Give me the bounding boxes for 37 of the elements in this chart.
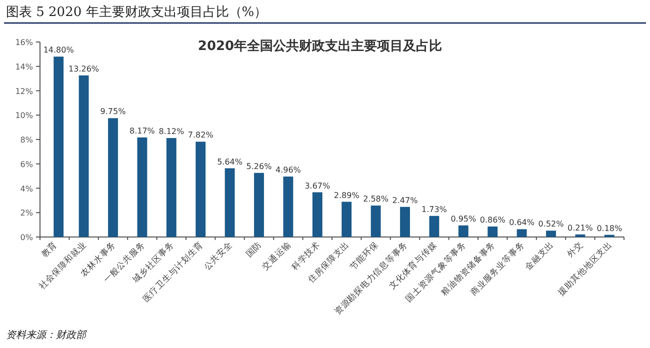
x-tick-label: 国防 (244, 239, 264, 260)
data-label: 8.17% (129, 126, 156, 136)
y-tick-label: 6% (20, 160, 34, 169)
y-tick-label: 0% (20, 233, 34, 242)
data-label: 9.75% (100, 107, 126, 116)
data-label: 2.47% (392, 196, 418, 205)
y-tick-label: 2% (20, 208, 34, 218)
x-tick-label: 教育 (39, 239, 60, 260)
x-tick-label: 公共安全 (202, 239, 235, 273)
data-label: 2.58% (363, 194, 389, 204)
subtitle: 2020年全国公共财政支出主要项目及占比 (198, 39, 442, 54)
y-tick-label: 10% (15, 111, 34, 120)
x-tick-label: 金融支出 (522, 239, 556, 273)
data-label: 0.86% (480, 216, 506, 225)
data-label: 4.96% (275, 166, 302, 175)
data-label: 3.67% (304, 181, 330, 190)
data-label: 5.64% (217, 157, 243, 166)
y-tick-label: 12% (15, 86, 34, 96)
x-tick-label: 外交 (564, 239, 586, 260)
data-label: 0.95% (450, 214, 476, 224)
data-label: 13.26% (68, 64, 100, 74)
y-tick-label: 16% (15, 38, 34, 47)
data-label: 0.18% (596, 224, 622, 233)
data-label: 2.89% (334, 190, 360, 200)
data-label: 14.80% (43, 46, 74, 55)
text: 资料来源：财政部 (6, 329, 88, 341)
title: 图表 5 2020 年主要财政支出项目占比（%） (6, 5, 268, 20)
y-tick-label: 4% (20, 184, 34, 194)
y-tick-label: 14% (15, 62, 34, 72)
data-label: 1.73% (421, 204, 448, 214)
data-label: 5.26% (246, 162, 272, 171)
data-label: 0.64% (509, 218, 535, 228)
data-label: 0.52% (538, 220, 564, 229)
y-tick-label: 8% (20, 136, 34, 144)
data-label: 8.12% (158, 127, 184, 136)
data-label: 0.21% (567, 223, 594, 232)
data-label: 7.82% (188, 130, 214, 140)
